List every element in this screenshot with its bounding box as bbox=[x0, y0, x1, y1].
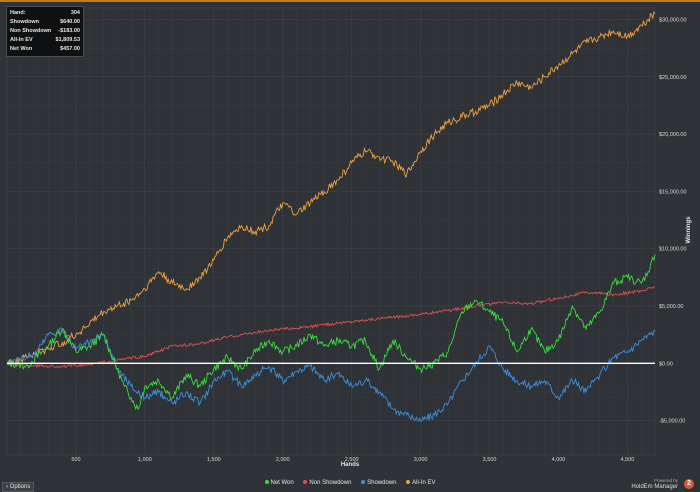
x-tick-label: 3,500 bbox=[483, 457, 497, 463]
chart-legend: Net Won Non Showdown Showdown All-In EV bbox=[0, 480, 700, 486]
y-tick-labels: -$5,000.00 $0.00 $5,000.00 $10,000.00 $15,00… bbox=[659, 17, 687, 424]
legend-item-netwon[interactable]: Net Won bbox=[264, 480, 294, 486]
x-tick-label: 1,500 bbox=[207, 457, 221, 463]
y-tick-label: $15,000.00 bbox=[659, 189, 687, 195]
x-tick-label: 4,500 bbox=[621, 457, 635, 463]
brand-powered-by: Powered by bbox=[654, 478, 678, 483]
y-tick-label: $0.00 bbox=[659, 361, 673, 367]
series-line-netwon bbox=[6, 254, 656, 411]
tooltip-row-hand: Hand: 304 bbox=[10, 10, 80, 16]
top-accent-bar bbox=[0, 0, 700, 2]
series-line-nonsd bbox=[6, 286, 656, 369]
y-axis-title: Winnings bbox=[686, 216, 692, 244]
series-line-ev bbox=[6, 10, 656, 366]
y-tick-label: $30,000.00 bbox=[659, 17, 687, 23]
brand-name: HoldEm Manager bbox=[631, 484, 678, 490]
y-tick-label: -$5,000.00 bbox=[659, 419, 685, 425]
hm2-logo-icon: 2 bbox=[684, 479, 694, 489]
tooltip-row-showdown: Showdown $640.00 bbox=[10, 19, 80, 25]
tooltip-row-allinev: All-In EV $1,809.53 bbox=[10, 37, 80, 43]
options-label: Options bbox=[9, 484, 31, 490]
y-tick-label: $10,000.00 bbox=[659, 247, 687, 253]
legend-item-showdown[interactable]: Showdown bbox=[361, 480, 396, 486]
plot-frame bbox=[6, 7, 656, 456]
y-tick-label: $20,000.00 bbox=[659, 132, 687, 138]
x-tick-label: 4,000 bbox=[552, 457, 566, 463]
grid-lines bbox=[6, 7, 656, 456]
x-tick-labels: 500 1,000 1,500 2,000 2,500 3,000 3,500 4,000 4,… bbox=[71, 457, 634, 463]
hover-tooltip: Hand: 304 Showdown $640.00 Non Showdown -$1… bbox=[6, 6, 84, 57]
legend-item-allinev[interactable]: All-In EV bbox=[406, 480, 435, 486]
series-lines bbox=[6, 10, 656, 423]
legend-item-nonshowdown[interactable]: Non Showdown bbox=[303, 480, 351, 486]
x-axis-title: Hands bbox=[340, 462, 360, 468]
x-tick-label: 1,000 bbox=[138, 457, 152, 463]
tooltip-row-netwon: Net Won $457.00 bbox=[10, 46, 80, 52]
x-tick-label: 2,000 bbox=[276, 457, 290, 463]
x-tick-label: 3,000 bbox=[414, 457, 428, 463]
y-tick-label: $25,000.00 bbox=[659, 75, 687, 81]
chevron-right-icon: › bbox=[6, 484, 8, 490]
x-tick-label: 2,500 bbox=[345, 457, 359, 463]
y-tick-label: $5,000.00 bbox=[659, 304, 683, 310]
brand-credit: Powered by HoldEm Manager bbox=[631, 478, 678, 490]
x-tick-label: 500 bbox=[71, 457, 80, 463]
tooltip-row-nonshowdown: Non Showdown -$183.00 bbox=[10, 28, 80, 34]
